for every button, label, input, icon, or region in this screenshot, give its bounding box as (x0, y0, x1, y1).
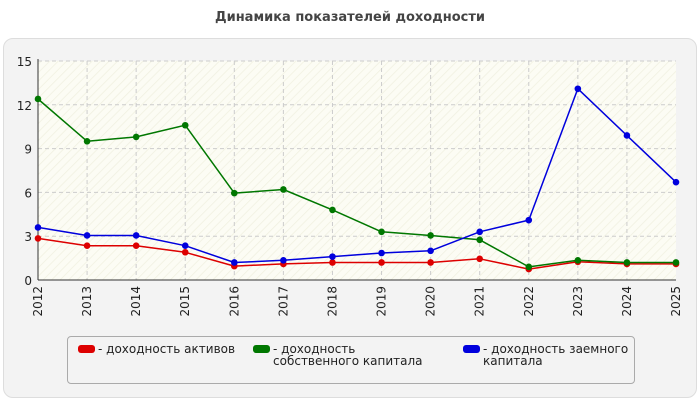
y-tick-label: 6 (24, 186, 32, 200)
data-point-s2-2019 (378, 228, 385, 236)
data-point-s1-2013 (83, 242, 91, 249)
x-tick-label: 2014 (129, 286, 143, 317)
data-point-s3-2020 (427, 247, 434, 255)
x-tick-label: 2018 (325, 286, 339, 317)
legend-label: - доходность заемного капитала (483, 342, 629, 368)
y-tick-label: 12 (17, 99, 32, 113)
data-point-s2-2018 (329, 206, 336, 214)
data-point-s2-2012 (34, 95, 42, 103)
legend-swatch (78, 345, 95, 353)
data-point-s3-2024 (623, 132, 631, 139)
data-point-s3-2023 (574, 85, 582, 93)
data-point-s3-2016 (231, 259, 238, 266)
legend-item-1: - доходность активов (78, 343, 235, 355)
legend: - доходность активов - доходность собстве… (67, 336, 635, 384)
data-point-s2-2025 (672, 259, 680, 266)
data-point-s2-2022 (525, 263, 533, 271)
x-tick-label: 2020 (424, 286, 438, 317)
x-tick-label: 2022 (522, 286, 536, 317)
series-line-3 (37, 87, 677, 264)
data-point-s3-2014 (132, 232, 140, 239)
data-point-s1-2018 (329, 259, 336, 266)
data-point-s2-2013 (83, 138, 91, 145)
x-tick-label: 2016 (227, 286, 241, 317)
legend-item-2: - доходность собственного капитала (253, 343, 438, 367)
data-point-s2-2015 (181, 121, 189, 129)
legend-label: - доходность активов (98, 342, 236, 356)
data-point-s2-2023 (574, 256, 582, 264)
data-point-s3-2013 (83, 232, 91, 239)
x-tick-label: 2019 (375, 286, 389, 317)
data-point-s2-2016 (231, 189, 238, 197)
plot-area (38, 61, 676, 280)
data-point-s3-2012 (34, 224, 42, 231)
data-point-s1-2019 (378, 259, 385, 266)
y-tick-label: 3 (24, 230, 32, 244)
x-tick-label: 2013 (80, 286, 94, 317)
data-point-s3-2017 (280, 256, 287, 264)
y-tick-label: 15 (17, 55, 32, 69)
chart-title: Динамика показателей доходности (215, 10, 485, 25)
data-point-s3-2021 (476, 228, 483, 236)
x-tick-label: 2012 (31, 286, 45, 317)
data-point-s1-2021 (476, 255, 483, 263)
y-tick-label: 0 (24, 274, 32, 288)
data-point-s3-2019 (378, 249, 385, 257)
legend-swatch (253, 345, 270, 353)
data-point-s3-2022 (525, 216, 533, 224)
data-point-s2-2020 (427, 232, 434, 239)
data-point-s2-2024 (623, 259, 631, 266)
data-point-s1-2020 (427, 259, 434, 266)
data-point-s3-2025 (672, 178, 680, 186)
x-tick-label: 2023 (571, 286, 585, 317)
data-point-s1-2012 (34, 235, 42, 242)
x-tick-label: 2017 (276, 286, 290, 317)
data-point-s2-2017 (280, 186, 287, 193)
data-point-s2-2014 (132, 133, 140, 141)
legend-item-3: - доходность заемного капитала (463, 343, 648, 367)
data-point-s3-2015 (181, 242, 189, 249)
series-line-2 (37, 98, 676, 268)
x-tick-label: 2024 (620, 286, 634, 317)
series-line-1 (37, 237, 676, 270)
x-tick-label: 2021 (473, 286, 487, 317)
data-point-s1-2015 (181, 248, 189, 256)
data-point-s2-2021 (476, 236, 483, 244)
data-point-s1-2014 (132, 242, 140, 249)
x-tick-label: 2025 (669, 286, 683, 317)
data-point-s3-2018 (329, 253, 336, 260)
x-tick-label: 2015 (178, 286, 192, 317)
legend-swatch (463, 345, 480, 353)
legend-label: - доходность собственного капитала (273, 342, 423, 368)
y-tick-label: 9 (24, 143, 32, 157)
